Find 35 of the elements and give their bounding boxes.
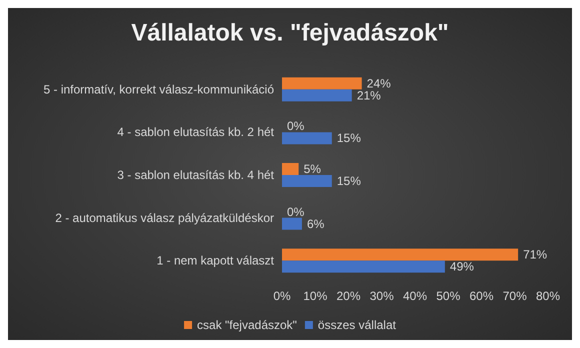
x-tick-label: 50% bbox=[436, 289, 461, 303]
data-label: 15% bbox=[336, 131, 362, 146]
bar bbox=[282, 218, 302, 230]
data-label: 0% bbox=[287, 119, 305, 134]
x-tick-label: 20% bbox=[336, 289, 361, 303]
x-tick-label: 80% bbox=[536, 289, 560, 303]
bar bbox=[282, 175, 332, 187]
bar bbox=[282, 163, 299, 175]
data-label: 21% bbox=[356, 88, 382, 102]
bar bbox=[282, 77, 362, 90]
legend-label: összes vállalat bbox=[318, 318, 397, 332]
y-tick-label: 3 - sablon elutasítás kb. 4 hét bbox=[117, 168, 275, 182]
y-tick-label: 2 - automatikus válasz pályázatküldéskor bbox=[55, 210, 274, 225]
data-label: 15% bbox=[336, 174, 362, 188]
x-tick-label: 70% bbox=[502, 289, 528, 303]
x-tick-label: 60% bbox=[469, 289, 494, 303]
data-label: 71% bbox=[523, 248, 548, 262]
bar bbox=[282, 260, 445, 273]
x-tick-label: 0% bbox=[273, 289, 291, 303]
data-label: 49% bbox=[450, 260, 474, 274]
chart-title: Vállalatok vs. "fejvadászok" bbox=[131, 20, 449, 46]
x-tick-label: 40% bbox=[402, 289, 428, 303]
x-tick-label: 10% bbox=[303, 289, 328, 303]
y-tick-label: 4 - sablon elutasítás kb. 2 hét bbox=[117, 125, 275, 140]
x-tick-label: 30% bbox=[370, 289, 394, 303]
data-label: 6% bbox=[306, 216, 325, 231]
bar bbox=[282, 248, 518, 261]
data-label: 5% bbox=[304, 162, 322, 176]
bar bbox=[282, 132, 332, 144]
y-tick-label: 5 - informatív, korrekt válasz-kommunikáció bbox=[43, 82, 274, 96]
y-tick-label: 1 - nem kapott választ bbox=[156, 254, 275, 268]
data-label: 0% bbox=[287, 204, 305, 219]
legend-label: csak "fejvadászok" bbox=[197, 318, 297, 332]
data-label: 24% bbox=[366, 76, 392, 90]
bar bbox=[282, 89, 352, 102]
